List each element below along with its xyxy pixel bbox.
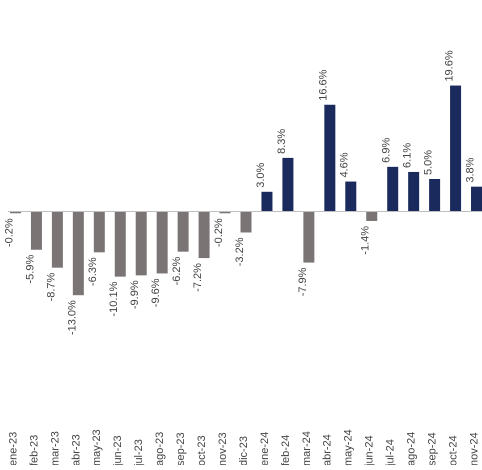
bar-oct-23 bbox=[198, 212, 210, 259]
x-tick-label-jun-23: jun-23 bbox=[112, 435, 124, 465]
data-label-jun-23: -10.1% bbox=[108, 281, 120, 316]
data-label-may-24: 4.6% bbox=[339, 152, 351, 177]
x-tick-label-oct-24: oct-24 bbox=[447, 435, 459, 465]
x-tick-label-feb-24: feb-24 bbox=[280, 435, 292, 465]
x-tick-label-jul-24: jul-24 bbox=[385, 439, 397, 465]
bar-feb-23 bbox=[30, 212, 42, 250]
data-label-sep-24: 5.0% bbox=[423, 150, 435, 175]
x-tick-label-nov-24: nov-24 bbox=[468, 432, 480, 465]
x-tick-label-oct-23: oct-23 bbox=[196, 435, 208, 465]
bar-jul-23 bbox=[135, 212, 147, 276]
x-tick-label-ene-23: ene-23 bbox=[7, 432, 19, 465]
data-labels-layer: -0.2% -5.9% -8.7% -13.0% -6.3% -10.1% -9.9% -9.… bbox=[3, 50, 476, 335]
x-tick-label-may-24: may-24 bbox=[343, 429, 355, 465]
bar-ene-24 bbox=[261, 191, 273, 211]
bar-ene-23 bbox=[9, 212, 21, 214]
bar-nov-24 bbox=[471, 186, 482, 211]
data-label-jun-24: -1.4% bbox=[360, 226, 372, 255]
data-label-oct-23: -7.2% bbox=[192, 263, 204, 292]
bar-jun-23 bbox=[114, 212, 126, 277]
data-label-may-23: -6.3% bbox=[87, 257, 99, 286]
x-tick-label-ene-24: ene-24 bbox=[259, 432, 271, 465]
data-label-abr-24: 16.6% bbox=[318, 69, 330, 100]
bar-mar-23 bbox=[51, 212, 63, 268]
data-label-ene-23: -0.2% bbox=[3, 218, 15, 247]
x-tick-label-jun-24: jun-24 bbox=[364, 435, 376, 465]
bar-nov-23 bbox=[219, 212, 231, 214]
bar-may-24 bbox=[345, 181, 357, 211]
data-label-ene-24: 3.0% bbox=[255, 163, 267, 188]
x-tick-label-abr-24: abr-24 bbox=[322, 434, 334, 465]
x-tick-label-jul-23: jul-23 bbox=[133, 439, 145, 465]
data-label-mar-24: -7.9% bbox=[297, 267, 309, 296]
bar-sep-23 bbox=[177, 212, 189, 252]
x-tick-label-dic-23: dic-23 bbox=[238, 436, 250, 465]
data-label-nov-23: -0.2% bbox=[213, 218, 225, 247]
data-label-sep-23: -6.2% bbox=[171, 256, 183, 285]
x-tick-label-sep-24: sep-24 bbox=[427, 432, 439, 465]
x-tick-label-may-23: may-23 bbox=[91, 429, 103, 465]
bar-ago-23 bbox=[156, 212, 168, 274]
bar-mar-24 bbox=[303, 212, 315, 263]
bar-abr-23 bbox=[72, 212, 84, 296]
data-label-nov-24: 3.8% bbox=[464, 157, 476, 182]
x-tick-label-sep-23: sep-23 bbox=[175, 432, 187, 465]
data-label-ago-24: 6.1% bbox=[402, 143, 414, 168]
x-tick-label-abr-23: abr-23 bbox=[70, 434, 82, 465]
bars-layer bbox=[9, 85, 482, 296]
x-tick-label-ago-23: ago-23 bbox=[154, 432, 166, 465]
data-label-abr-23: -13.0% bbox=[66, 300, 78, 335]
data-label-dic-23: -3.2% bbox=[234, 237, 246, 266]
x-tick-label-ago-24: ago-24 bbox=[406, 432, 418, 465]
data-label-oct-24: 19.6% bbox=[443, 50, 455, 81]
data-label-jul-23: -9.9% bbox=[129, 280, 141, 309]
x-tick-label-mar-24: mar-24 bbox=[301, 431, 313, 465]
data-label-jul-24: 6.9% bbox=[381, 138, 393, 163]
x-tick-labels-layer: ene-23 feb-23 mar-23 abr-23 may-23 jun-23 jul-… bbox=[7, 429, 480, 467]
bar-jun-24 bbox=[366, 212, 378, 221]
bar-abr-24 bbox=[324, 104, 336, 211]
data-label-feb-24: 8.3% bbox=[276, 129, 288, 154]
bar-may-23 bbox=[93, 212, 105, 253]
bar-jul-24 bbox=[387, 166, 399, 211]
bar-dic-23 bbox=[240, 212, 252, 233]
bar-feb-24 bbox=[282, 157, 294, 211]
x-tick-label-mar-23: mar-23 bbox=[49, 431, 61, 465]
bar-oct-24 bbox=[450, 85, 462, 211]
x-tick-label-nov-23: nov-23 bbox=[217, 432, 229, 465]
data-label-mar-23: -8.7% bbox=[45, 272, 57, 301]
bar-sep-24 bbox=[429, 179, 441, 211]
bar-ago-24 bbox=[408, 171, 420, 211]
data-label-ago-23: -9.6% bbox=[150, 278, 162, 307]
data-label-feb-23: -5.9% bbox=[24, 255, 36, 284]
x-tick-label-feb-23: feb-23 bbox=[28, 435, 40, 465]
